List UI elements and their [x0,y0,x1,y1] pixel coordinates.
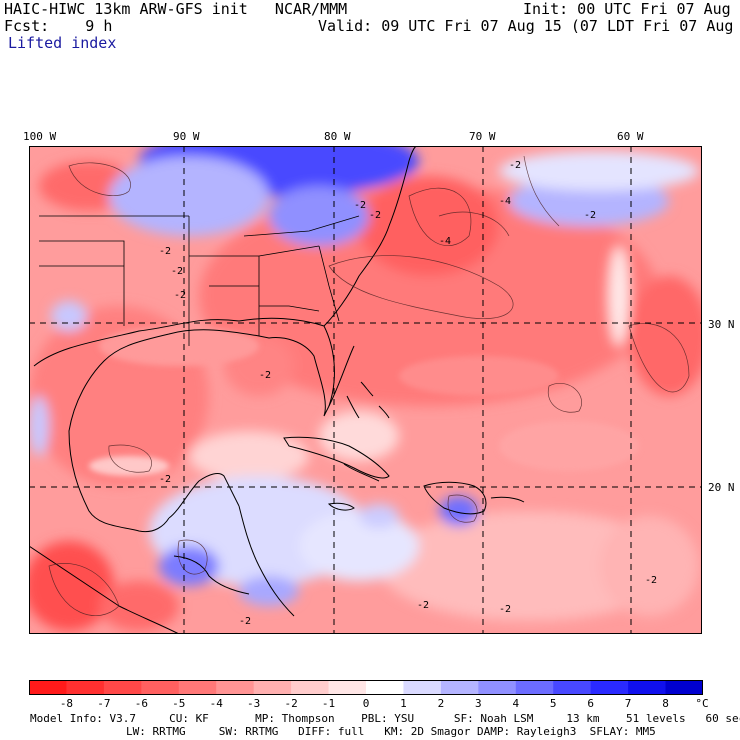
color-scale-label: -5 [172,697,186,710]
color-scale-label: -4 [209,697,223,710]
grid-lines [29,146,702,634]
contour-label: -2 [239,616,251,627]
model-info-line2: LW: RRTMG SW: RRTMG DIFF: full KM: 2D Sm… [126,725,656,738]
color-scale-cell [178,680,217,695]
color-scale-label: 8 [662,697,669,710]
color-scale-cell [29,680,67,695]
color-scale-unit: °C [695,697,709,710]
contour-label: -2 [584,210,596,221]
init-time: Init: 00 UTC Fri 07 Aug 15 [523,0,740,18]
color-scale-label: 7 [624,697,632,710]
contour-label: -4 [499,196,511,207]
field-name: Lifted index [8,34,117,52]
model-info-line1: Model Info: V3.7 CU: KF MP: Thompson PBL… [30,712,740,725]
lon-label-60w: 60 W [617,130,644,143]
contour-label: -2 [499,604,511,615]
color-scale-cell [440,680,479,695]
valid-time: Valid: 09 UTC Fri 07 Aug 15 (07 LDT Fri … [318,17,740,35]
color-scale-label: 3 [475,697,482,710]
color-scale-cell [665,680,703,695]
color-scale-cell [291,680,330,695]
contour-label: -2 [509,160,521,171]
color-scale-cell [366,680,404,695]
color-scale-label: -3 [247,697,261,710]
contour-label: -2 [174,290,186,301]
contour-label: -2 [369,210,381,221]
color-scale-cell [515,680,554,695]
color-scale-label: -7 [97,697,111,710]
color-scale-cell [553,680,592,695]
color-scale-label: 4 [512,697,520,710]
forecast-hour: Fcst: 9 h [4,17,113,35]
color-scale-label: -1 [321,697,336,710]
color-scale-label: 6 [587,697,594,710]
color-scale-cell [66,680,105,695]
contour-labels: -2 -2 -4 -2 -2 -4 -2 -2 -2 -2 -2 -2 -2 -… [159,160,657,627]
color-scale-label: -2 [284,697,298,710]
lifted-index-map: -2 -2 -4 -2 -2 -4 -2 -2 -2 -2 -2 -2 -2 -… [29,146,702,634]
contour-label: -2 [259,370,271,381]
color-scale-cell [590,680,629,695]
color-scale-label: 0 [362,697,370,710]
state-borders [39,215,360,346]
color-scale-cell [216,680,255,695]
contour-label: -2 [171,266,183,277]
contour-label: -2 [159,474,171,485]
contour-label: -2 [159,246,171,257]
color-fill [29,146,702,634]
lon-label-70w: 70 W [469,130,496,143]
contour-label: -2 [354,200,366,211]
color-scale-cell [141,680,180,695]
lat-label-30n: 30 N [708,318,735,331]
color-scale-cell [253,680,292,695]
color-scale-cell [103,680,142,695]
contour-label: -2 [417,600,429,611]
color-scale-label: 2 [437,697,445,710]
contour-label: -2 [645,575,657,586]
color-scale-cell [328,680,367,695]
color-scale-cell [628,680,667,695]
lat-label-20n: 20 N [708,481,735,494]
color-scale-label: 1 [400,697,407,710]
lon-label-100w: 100 W [23,130,57,143]
contour-label: -4 [439,236,451,247]
color-scale-label: -6 [134,697,148,710]
lon-label-80w: 80 W [324,130,351,143]
color-scale-bar [29,680,703,695]
coastlines [29,146,525,634]
color-scale-cell [403,680,442,695]
color-scale-cell [478,680,517,695]
model-title: HAIC-HIWC 13km ARW-GFS init NCAR/MMM [4,0,348,18]
color-scale-label: -8 [59,697,74,710]
color-scale-label: 5 [549,697,557,710]
lon-label-90w: 90 W [173,130,200,143]
